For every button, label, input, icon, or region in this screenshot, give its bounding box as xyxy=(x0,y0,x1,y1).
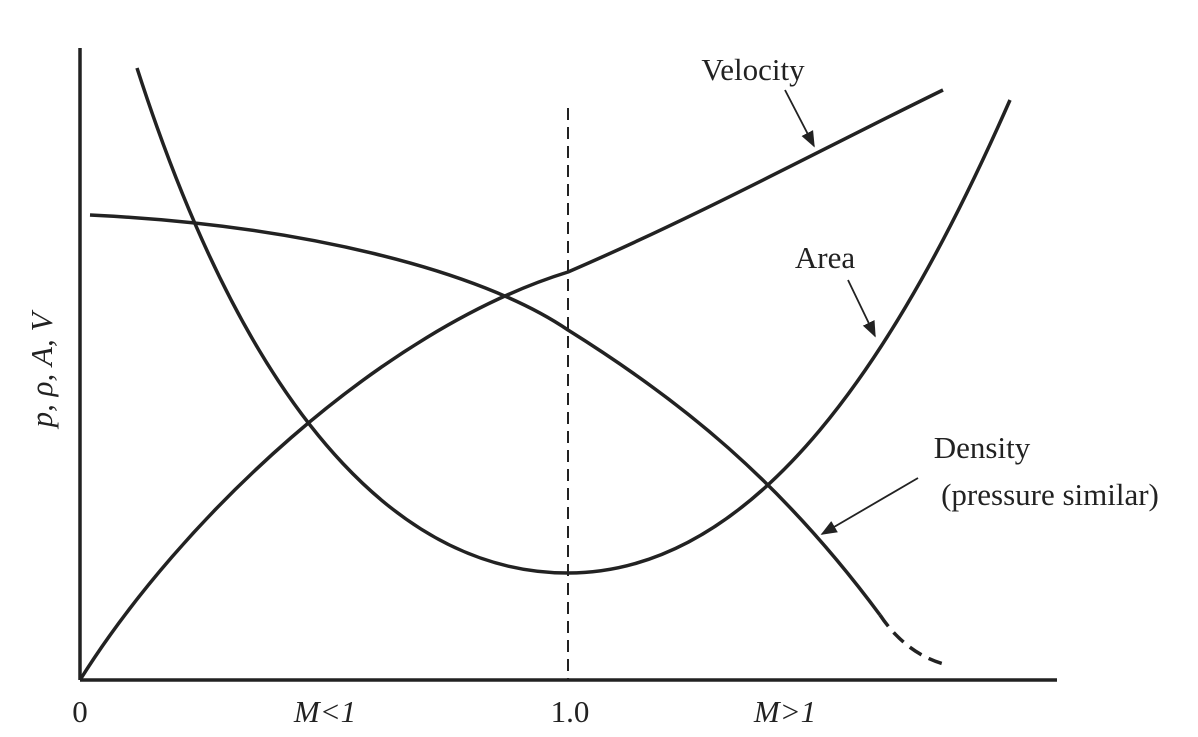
area-arrow xyxy=(847,279,876,338)
x-label: M>1 xyxy=(753,694,816,729)
x-label: 0 xyxy=(72,694,88,729)
density-label: Density xyxy=(934,430,1031,465)
density-curve xyxy=(89,213,882,617)
x-label: 1.0 xyxy=(551,694,590,729)
y-axis-label: p, ρ, A, V xyxy=(24,310,59,430)
area-curve xyxy=(135,67,1012,575)
x-label: M<1 xyxy=(293,694,356,729)
velocity-label: Velocity xyxy=(701,52,805,87)
area-label: Area xyxy=(795,240,855,275)
density-note: (pressure similar) xyxy=(941,477,1159,512)
density-arrow xyxy=(820,477,919,535)
velocity-arrow xyxy=(784,89,815,148)
density-curve-dashed xyxy=(878,614,949,667)
velocity-curve xyxy=(78,88,944,681)
